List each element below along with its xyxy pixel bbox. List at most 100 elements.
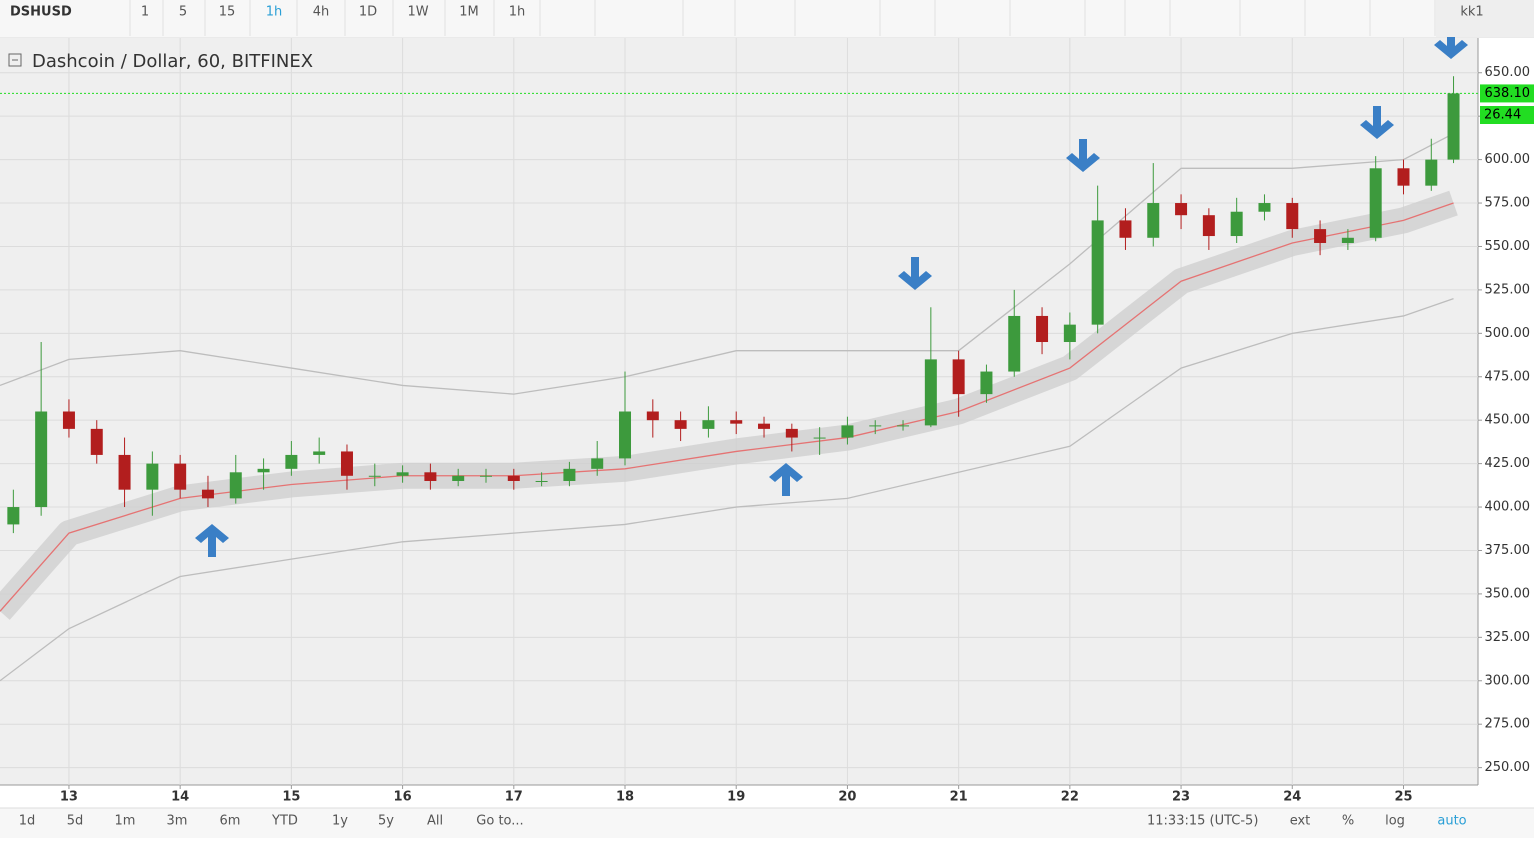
- candle-body: [368, 475, 381, 477]
- symbol[interactable]: DSHUSD: [10, 5, 72, 20]
- x-tick-label: 20: [838, 790, 856, 805]
- option-button[interactable]: auto: [1437, 814, 1466, 829]
- indicator-line: [0, 202, 1454, 612]
- candle-body: [619, 411, 632, 459]
- x-tick-label: 25: [1394, 790, 1412, 805]
- collapse-icon[interactable]: [8, 53, 22, 67]
- candle-body: [1119, 220, 1132, 238]
- candle-body: [201, 489, 214, 499]
- up-arrow: [769, 463, 803, 496]
- range-button[interactable]: 1d: [19, 814, 36, 829]
- candle-body: [1314, 229, 1327, 243]
- candle-body: [563, 468, 576, 481]
- range-button[interactable]: 6m: [220, 814, 241, 829]
- candle-body: [730, 420, 743, 424]
- y-tick-label: 525.00: [1485, 282, 1531, 297]
- candle-body: [313, 451, 326, 455]
- candle-body: [452, 475, 465, 481]
- y-tick-label: 600.00: [1485, 152, 1531, 167]
- candle-body: [1425, 159, 1438, 186]
- interval-button[interactable]: 1: [141, 5, 149, 20]
- interval-button[interactable]: 1M: [459, 5, 479, 20]
- time-axis: [0, 785, 1478, 808]
- interval-button[interactable]: 15: [219, 5, 236, 20]
- option-button[interactable]: log: [1385, 814, 1405, 829]
- y-tick-label: 400.00: [1485, 500, 1531, 515]
- interval-button[interactable]: 1W: [407, 5, 428, 20]
- plot-area: [0, 38, 1478, 785]
- range-button[interactable]: 3m: [167, 814, 188, 829]
- x-tick-label: 17: [505, 790, 523, 805]
- range-button[interactable]: 5y: [378, 814, 394, 829]
- y-tick-label: 500.00: [1485, 326, 1531, 341]
- x-tick-label: 14: [171, 790, 189, 805]
- candle-body: [257, 468, 270, 473]
- candle-body: [90, 428, 103, 455]
- interval-button[interactable]: 5: [179, 5, 187, 20]
- candle-body: [7, 507, 20, 525]
- candle-body: [424, 472, 437, 481]
- indicator-line: [0, 297, 1454, 682]
- bottom-bar: [0, 808, 1534, 838]
- candle-body: [1202, 215, 1215, 237]
- candle-body: [1175, 203, 1188, 216]
- range-button[interactable]: Go to...: [476, 814, 523, 829]
- x-tick-label: 16: [394, 790, 412, 805]
- range-button[interactable]: 1y: [332, 814, 348, 829]
- y-tick-label: 375.00: [1485, 543, 1531, 558]
- x-tick-label: 19: [727, 790, 745, 805]
- user-button[interactable]: [1436, 0, 1534, 37]
- interval-button[interactable]: 1D: [359, 5, 377, 20]
- candle-body: [980, 371, 993, 395]
- candle-body: [869, 425, 882, 427]
- candle-body: [674, 420, 687, 429]
- candle-body: [924, 359, 937, 426]
- candle-body: [1258, 203, 1271, 212]
- arrows: [195, 26, 1468, 557]
- interval-button[interactable]: 4h: [313, 5, 330, 20]
- candle-body: [1036, 315, 1049, 343]
- range-button[interactable]: 1m: [115, 814, 136, 829]
- y-tick-label: 425.00: [1485, 456, 1531, 471]
- y-tick-label: 350.00: [1485, 586, 1531, 601]
- interval-button[interactable]: 1h: [509, 5, 526, 20]
- last-price-box: [1480, 84, 1534, 103]
- option-button[interactable]: %: [1342, 814, 1354, 829]
- range-button[interactable]: All: [427, 814, 443, 829]
- candle-body: [1286, 203, 1299, 230]
- candle-body: [1063, 324, 1076, 343]
- candle-body: [952, 359, 965, 395]
- candle-body: [1369, 168, 1382, 238]
- candle-body: [146, 463, 159, 490]
- candle-body: [479, 475, 492, 477]
- clock: 11:33:15 (UTC-5): [1147, 814, 1258, 829]
- down-arrow: [898, 257, 932, 290]
- x-tick-label: 13: [60, 790, 78, 805]
- candle-body: [340, 451, 353, 476]
- option-button[interactable]: ext: [1290, 814, 1311, 829]
- candle-body: [646, 411, 659, 421]
- candle-body: [702, 420, 715, 429]
- candle-body: [62, 411, 75, 429]
- range-button[interactable]: 5d: [67, 814, 84, 829]
- candle-body: [229, 472, 242, 499]
- candle-body: [897, 425, 910, 427]
- indicator-box: [1480, 106, 1534, 124]
- user-name[interactable]: kk1: [1460, 5, 1483, 20]
- x-tick-label: 21: [950, 790, 968, 805]
- interval-button[interactable]: 1h: [266, 5, 283, 20]
- candle-body: [35, 411, 48, 508]
- x-tick-label: 18: [616, 790, 634, 805]
- candle-body: [174, 463, 187, 490]
- y-tick-label: 450.00: [1485, 413, 1531, 428]
- toolbar: [0, 0, 1534, 38]
- up-arrow: [195, 524, 229, 557]
- y-tick-label: 325.00: [1485, 630, 1531, 645]
- y-tick-label: 650.00: [1485, 65, 1531, 80]
- plot: [0, 76, 1478, 682]
- range-button[interactable]: YTD: [271, 814, 298, 829]
- y-tick-label: 250.00: [1485, 760, 1531, 775]
